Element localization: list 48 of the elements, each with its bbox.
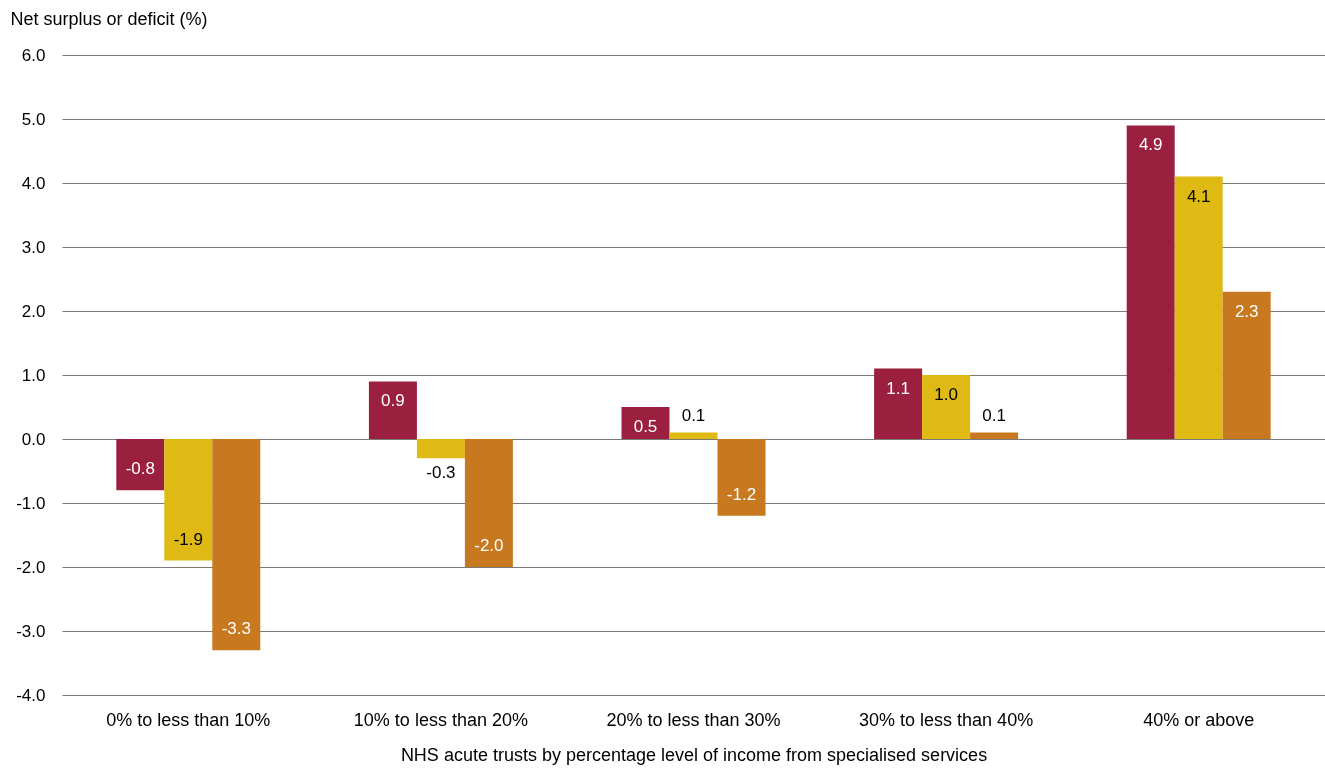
bar	[164, 439, 213, 561]
y-tick-label: -2.0	[16, 557, 46, 577]
x-tick-label: 30% to less than 40%	[859, 709, 1034, 730]
data-label: 4.9	[1138, 135, 1163, 155]
data-label: 0.1	[681, 405, 706, 425]
y-tick-label: 0.0	[21, 429, 46, 449]
data-label: 1.1	[886, 378, 910, 398]
data-label: 0.1	[982, 405, 1006, 425]
data-label: 0.9	[381, 391, 405, 411]
y-tick-label: 1.0	[21, 365, 46, 385]
bar	[874, 368, 923, 439]
bar	[464, 439, 513, 567]
y-tick-label: 6.0	[21, 45, 46, 65]
y-tick-label: -3.0	[16, 621, 46, 641]
data-label: 2.3	[1234, 301, 1259, 321]
y-axis-title: Net surplus or deficit (%)	[10, 8, 208, 29]
y-tick-label: -4.0	[16, 685, 46, 705]
bar	[970, 432, 1019, 439]
y-tick-label: 3.0	[21, 237, 46, 257]
bar	[116, 439, 165, 491]
data-label: -0.3	[426, 463, 456, 483]
data-label: -0.8	[125, 459, 155, 479]
x-tick-label: 40% or above	[1143, 709, 1255, 730]
data-label: 4.1	[1186, 186, 1211, 206]
x-axis-title: NHS acute trusts by percentage level of income from specialised services	[400, 744, 988, 765]
bar	[717, 439, 766, 516]
x-tick-label: 20% to less than 30%	[606, 709, 781, 730]
data-label: 0.5	[633, 417, 658, 436]
bar	[922, 375, 971, 439]
bar	[368, 381, 417, 439]
bar	[212, 439, 261, 651]
y-tick-label: 2.0	[21, 301, 46, 321]
bar	[416, 439, 465, 459]
data-label: 1.0	[934, 385, 958, 404]
x-tick-label: 10% to less than 20%	[353, 709, 528, 730]
bar	[621, 407, 670, 439]
x-tick-label: 0% to less than 10%	[106, 709, 271, 730]
data-label: -3.3	[221, 619, 251, 639]
data-label: -2.0	[474, 536, 504, 555]
y-tick-label: 4.0	[21, 173, 46, 193]
y-tick-label: -1.0	[16, 493, 46, 513]
data-label: -1.9	[173, 529, 203, 549]
y-tick-label: 5.0	[21, 109, 46, 129]
data-label: -1.2	[726, 484, 757, 504]
bar	[1222, 291, 1271, 439]
bar	[1174, 176, 1223, 439]
bar	[1126, 125, 1175, 439]
bar	[669, 432, 718, 439]
